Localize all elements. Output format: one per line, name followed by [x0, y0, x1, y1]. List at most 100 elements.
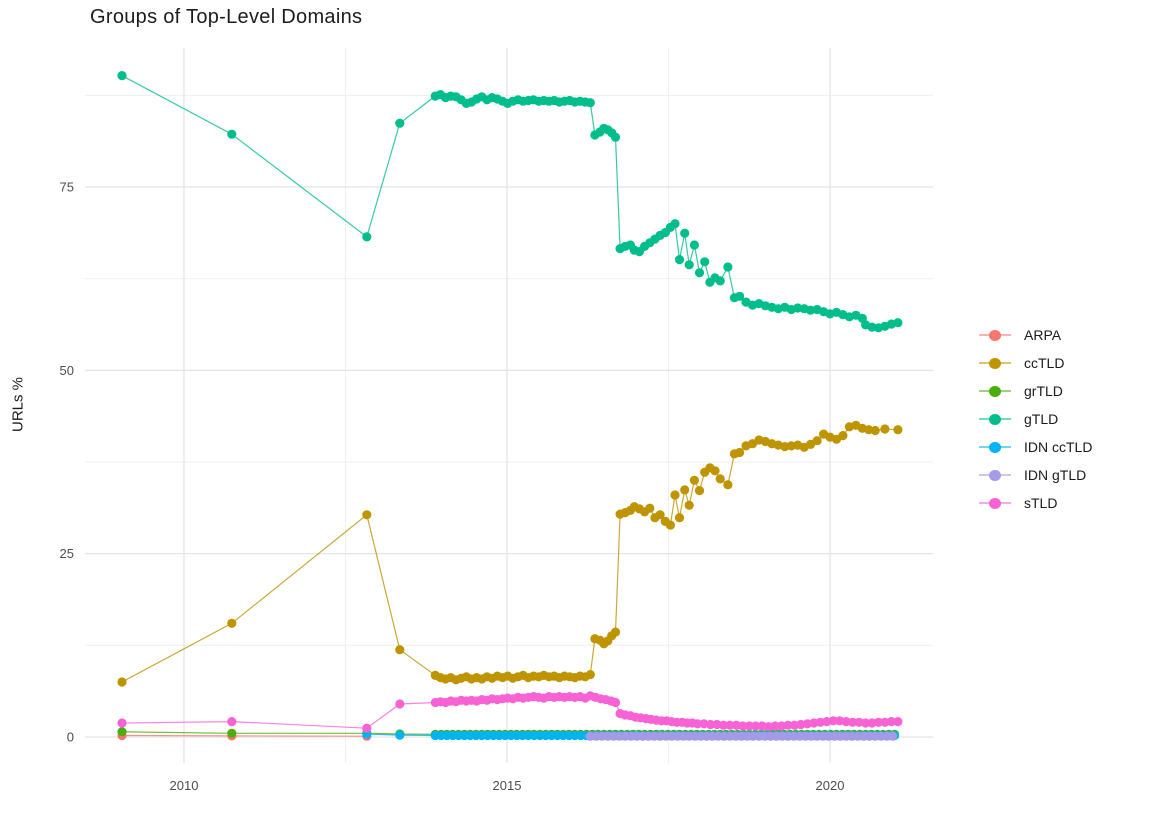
- legend: ARPA ccTLD grTLD gTLD IDN ccTLD IDN gTLD sTLD: [979, 321, 1092, 517]
- data-point-sTLD: [725, 720, 735, 730]
- data-point-ccTLD: [684, 500, 694, 510]
- data-point-ccTLD: [665, 520, 676, 530]
- data-point-ccTLD: [362, 510, 372, 520]
- data-point-sTLD: [744, 721, 754, 731]
- series-line-ARPA: [121, 734, 367, 737]
- data-point-sTLD: [395, 699, 405, 709]
- data-point-ccTLD: [670, 490, 680, 500]
- data-point-sTLD: [738, 721, 748, 731]
- data-point-gTLD: [670, 219, 680, 229]
- data-point-gTLD: [723, 262, 733, 272]
- data-point-gTLD: [680, 228, 690, 238]
- legend-item-grTLD: grTLD: [979, 377, 1092, 405]
- legend-item-IDN-ccTLD: IDN ccTLD: [979, 433, 1092, 461]
- data-point-sTLD: [861, 718, 871, 728]
- data-point-gTLD: [893, 318, 903, 328]
- chart-title: Groups of Top-Level Domains: [90, 6, 363, 28]
- data-point-ccTLD: [610, 627, 621, 637]
- x-tick-label: 2020: [816, 778, 845, 793]
- x-tick-label: 2010: [170, 778, 199, 793]
- legend-item-sTLD: sTLD: [979, 489, 1092, 517]
- legend-marker-icon: [979, 413, 1011, 425]
- data-point-IDN-ccTLD: [395, 730, 405, 740]
- data-point-ccTLD: [880, 424, 890, 434]
- data-point-gTLD: [684, 260, 694, 270]
- data-point-sTLD: [362, 723, 372, 733]
- y-tick-label: 75: [60, 180, 74, 195]
- legend-marker-icon: [979, 441, 1011, 453]
- legend-item-label: IDN ccTLD: [1024, 439, 1093, 455]
- data-point-ccTLD: [893, 425, 903, 435]
- data-point-gTLD: [689, 240, 700, 250]
- legend-marker-icon: [979, 385, 1011, 397]
- data-point-gTLD: [585, 98, 595, 108]
- legend-item-ARPA: ARPA: [979, 321, 1092, 349]
- data-point-sTLD: [117, 718, 127, 728]
- legend-item-label: ARPA: [1024, 327, 1062, 343]
- data-point-sTLD: [751, 721, 761, 731]
- legend-item-gTLD: gTLD: [979, 405, 1092, 433]
- legend-item-ccTLD: ccTLD: [979, 349, 1092, 377]
- data-point-ccTLD: [812, 436, 822, 446]
- data-point-grTLD: [117, 727, 127, 737]
- data-point-sTLD: [886, 717, 897, 727]
- data-point-gTLD: [715, 276, 725, 286]
- data-point-ccTLD: [838, 431, 848, 441]
- data-point-sTLD: [783, 720, 793, 730]
- data-point-ccTLD: [585, 670, 595, 680]
- data-point-ccTLD: [395, 645, 405, 655]
- legend-marker-icon: [979, 469, 1011, 481]
- data-point-ccTLD: [674, 513, 685, 523]
- data-point-gTLD: [735, 291, 745, 301]
- data-point-gTLD: [694, 268, 705, 278]
- data-point-sTLD: [770, 721, 780, 731]
- data-point-ccTLD: [680, 485, 690, 495]
- data-point-ccTLD: [694, 486, 705, 496]
- data-point-gTLD: [227, 129, 237, 139]
- data-point-grTLD: [227, 728, 237, 738]
- data-point-gTLD: [610, 132, 621, 142]
- data-point-ccTLD: [655, 510, 665, 520]
- data-point-gTLD: [117, 71, 127, 81]
- series-line-gTLD: [121, 75, 899, 329]
- data-point-sTLD: [718, 720, 729, 730]
- legend-item-label: sTLD: [1024, 495, 1058, 511]
- data-point-ccTLD: [689, 475, 700, 485]
- data-point-sTLD: [705, 719, 716, 730]
- data-point-ccTLD: [227, 618, 237, 628]
- data-point-sTLD: [828, 716, 838, 726]
- data-point-gTLD: [700, 257, 710, 267]
- data-point-sTLD: [610, 697, 621, 708]
- legend-item-label: ccTLD: [1024, 355, 1065, 371]
- data-point-gTLD: [362, 232, 372, 242]
- data-point-ccTLD: [723, 480, 733, 490]
- data-point-ccTLD: [715, 474, 725, 484]
- legend-marker-icon: [979, 357, 1011, 369]
- data-point-sTLD: [848, 717, 858, 727]
- y-tick-label: 25: [60, 546, 74, 561]
- legend-item-label: IDN gTLD: [1024, 467, 1087, 483]
- y-axis-label: URLs %: [9, 377, 27, 433]
- data-point-ccTLD: [870, 425, 880, 436]
- data-point-sTLD: [227, 717, 237, 727]
- data-point-ccTLD: [735, 447, 745, 458]
- data-point-ccTLD: [645, 503, 655, 513]
- legend-marker-icon: [979, 329, 1011, 341]
- legend-marker-icon: [979, 497, 1011, 509]
- legend-item-label: grTLD: [1024, 383, 1063, 399]
- legend-item-IDN-gTLD: IDN gTLD: [979, 461, 1092, 489]
- data-point-gTLD: [395, 118, 405, 128]
- y-tick-label: 0: [67, 729, 74, 744]
- x-tick-label: 2015: [493, 778, 522, 793]
- data-point-ccTLD: [710, 466, 720, 476]
- data-point-sTLD: [873, 717, 884, 727]
- data-point-sTLD: [893, 717, 903, 727]
- data-point-gTLD: [674, 255, 685, 265]
- legend-item-label: gTLD: [1024, 411, 1059, 427]
- y-tick-label: 50: [60, 363, 74, 378]
- data-point-ccTLD: [117, 677, 127, 687]
- data-point-sTLD: [693, 719, 703, 729]
- data-point-IDN-gTLD: [888, 731, 898, 741]
